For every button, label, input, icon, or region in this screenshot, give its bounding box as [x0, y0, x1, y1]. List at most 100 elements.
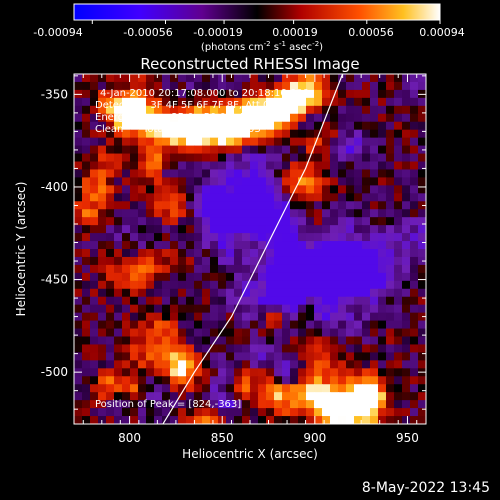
heatmap-cell — [330, 344, 339, 353]
heatmap-cell — [266, 169, 275, 178]
heatmap-cell — [402, 368, 411, 377]
heatmap-cell — [138, 137, 147, 147]
heatmap-cell — [90, 105, 99, 115]
heatmap-cell — [410, 225, 419, 234]
heatmap-cell — [362, 193, 371, 202]
heatmap-cell — [98, 225, 107, 234]
heatmap-cell — [394, 336, 403, 346]
heatmap-cell — [386, 296, 395, 306]
heatmap-cell — [378, 153, 387, 163]
heatmap-cell — [242, 129, 251, 139]
heatmap-cell — [114, 177, 123, 186]
heatmap-cell — [162, 121, 171, 131]
heatmap-cell — [322, 312, 331, 322]
y-axis-label: Heliocentric Y (arcsec) — [14, 182, 28, 317]
heatmap-cell — [298, 408, 307, 417]
heatmap-cell — [250, 392, 259, 401]
heatmap-cell — [290, 193, 299, 202]
heatmap-cell — [274, 81, 283, 91]
heatmap-cell — [330, 280, 339, 290]
heatmap-cell — [130, 225, 139, 234]
heatmap-cell — [354, 89, 363, 99]
heatmap-cell — [82, 256, 91, 266]
x-tick-label: 800 — [118, 431, 141, 445]
heatmap-cell — [226, 304, 235, 314]
heatmap-cell — [194, 209, 203, 218]
heatmap-cell — [410, 201, 419, 210]
heatmap-cell — [138, 360, 147, 369]
heatmap-cell — [298, 209, 307, 218]
heatmap-cell — [314, 89, 323, 99]
heatmap-cell — [338, 328, 347, 338]
heatmap-cell — [306, 272, 315, 282]
y-tick-label: -350 — [41, 87, 68, 101]
heatmap-cell — [130, 352, 139, 361]
heatmap-cell — [98, 416, 107, 424]
heatmap-cell — [298, 249, 307, 258]
heatmap-cell — [410, 145, 419, 155]
heatmap-cell — [346, 161, 355, 171]
heatmap-cell — [306, 312, 315, 322]
heatmap-cell — [234, 352, 243, 361]
heatmap-cell — [338, 384, 347, 393]
heatmap-cell — [338, 225, 347, 234]
heatmap-cell — [154, 304, 163, 314]
heatmap-cell — [290, 256, 299, 266]
heatmap-cell — [314, 121, 323, 131]
heatmap-cell — [290, 312, 299, 322]
heatmap-cell — [98, 105, 107, 115]
heatmap-cell — [210, 272, 219, 282]
heatmap-cell — [218, 241, 227, 250]
heatmap-cell — [90, 272, 99, 282]
heatmap-cell — [410, 113, 419, 123]
heatmap-cell — [362, 225, 371, 234]
heatmap-cell — [266, 225, 275, 234]
heatmap-cell — [282, 376, 291, 385]
heatmap-cell — [138, 97, 147, 107]
heatmap-cell — [378, 264, 387, 274]
heatmap-cell — [362, 89, 371, 99]
detectors-annotation: Detectors: 3F 4F 5F 6F 7F 8F, Att 0 — [95, 100, 269, 111]
heatmap-cell — [306, 416, 315, 424]
heatmap-cell — [306, 217, 315, 226]
heatmap-cell — [122, 408, 131, 417]
heatmap-cell — [146, 280, 155, 290]
heatmap-cell — [178, 217, 187, 226]
heatmap-cell — [170, 328, 179, 338]
heatmap-cell — [346, 137, 355, 147]
heatmap-cell — [98, 312, 107, 322]
heatmap-cell — [354, 376, 363, 385]
heatmap-cell — [402, 145, 411, 155]
heatmap-cell — [162, 288, 171, 298]
heatmap-cell — [194, 241, 203, 250]
heatmap-cell — [394, 81, 403, 91]
heatmap-cell — [346, 304, 355, 314]
heatmap-cell — [306, 89, 315, 99]
heatmap-cell — [370, 81, 379, 91]
heatmap-cell — [250, 217, 259, 226]
heatmap-cell — [306, 280, 315, 290]
heatmap-cell — [210, 384, 219, 393]
heatmap-cell — [138, 384, 147, 393]
heatmap-cell — [322, 288, 331, 298]
heatmap-cell — [162, 249, 171, 258]
heatmap-cell — [82, 97, 91, 107]
heatmap-cell — [338, 320, 347, 330]
heatmap-cell — [90, 209, 99, 218]
heatmap-cell — [210, 74, 219, 83]
heatmap-cell — [298, 296, 307, 306]
heatmap-cell — [162, 304, 171, 314]
heatmap-cell — [250, 169, 259, 178]
heatmap-cell — [82, 368, 91, 377]
heatmap-cell — [194, 121, 203, 131]
heatmap-cell — [210, 416, 219, 424]
heatmap-cell — [370, 376, 379, 385]
heatmap-cell — [306, 304, 315, 314]
heatmap-cell — [282, 177, 291, 186]
heatmap-cell — [322, 296, 331, 306]
heatmap-cell — [226, 97, 235, 107]
heatmap-cell — [354, 288, 363, 298]
colorbar-tick-label: -0.00056 — [123, 26, 172, 39]
heatmap-cell — [322, 145, 331, 155]
heatmap-cell — [370, 233, 379, 242]
